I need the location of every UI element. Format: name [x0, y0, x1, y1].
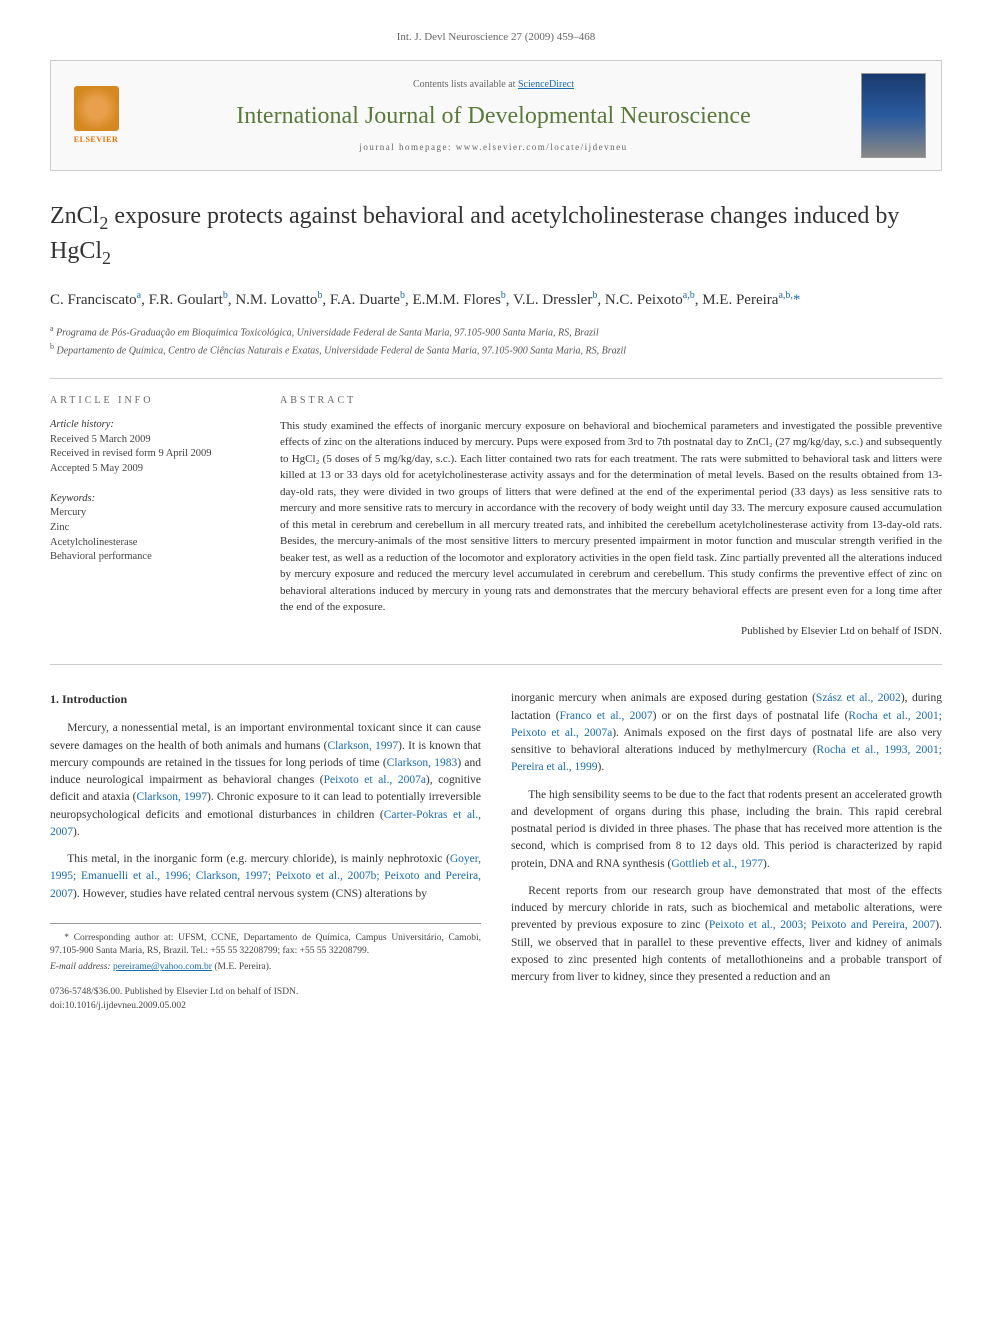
citation-link[interactable]: Clarkson, 1997: [328, 740, 399, 752]
citation-link[interactable]: Peixoto et al., 2003; Peixoto and Pereir…: [709, 919, 935, 931]
citation-link[interactable]: Szász et al., 2002: [816, 692, 901, 704]
running-header: Int. J. Devl Neuroscience 27 (2009) 459–…: [50, 30, 942, 45]
contents-prefix: Contents lists available at: [413, 79, 518, 90]
intro-heading: 1. Introduction: [50, 690, 481, 708]
text: ). However, studies have related central…: [73, 888, 427, 900]
banner-center: Contents lists available at ScienceDirec…: [141, 78, 846, 154]
email-line: E-mail address: pereirame@yahoo.com.br (…: [50, 961, 481, 974]
left-column: 1. Introduction Mercury, a nonessential …: [50, 690, 481, 1013]
text: ).: [763, 858, 770, 870]
elsevier-tree-icon: [74, 86, 119, 131]
author-aff: a,b: [683, 290, 695, 301]
keyword: Acetylcholinesterase: [50, 536, 250, 551]
email-link[interactable]: pereirame@yahoo.com.br: [113, 962, 212, 972]
copyright-doi: 0736-5748/$36.00. Published by Elsevier …: [50, 985, 481, 1014]
affiliation-b: b Departamento de Química, Centro de Ciê…: [50, 341, 942, 358]
intro-p5: Recent reports from our research group h…: [511, 883, 942, 987]
homepage-prefix: journal homepage:: [359, 142, 455, 152]
sciencedirect-link[interactable]: ScienceDirect: [518, 79, 574, 90]
citation-link[interactable]: Clarkson, 1983: [387, 757, 458, 769]
author-aff: b: [400, 290, 405, 301]
abstract-block: ABSTRACT This study examined the effects…: [280, 394, 942, 639]
info-abstract-row: ARTICLE INFO Article history: Received 5…: [50, 394, 942, 639]
intro-p1: Mercury, a nonessential metal, is an imp…: [50, 720, 481, 841]
publisher-note: Published by Elsevier Ltd on behalf of I…: [280, 624, 942, 639]
homepage-line: journal homepage: www.elsevier.com/locat…: [141, 141, 846, 154]
divider: [50, 664, 942, 665]
intro-p4: The high sensibility seems to be due to …: [511, 787, 942, 873]
email-label: E-mail address:: [50, 962, 111, 972]
citation-link[interactable]: Gottlieb et al., 1977: [671, 858, 763, 870]
body-columns: 1. Introduction Mercury, a nonessential …: [50, 690, 942, 1013]
article-title: ZnCl2 exposure protects against behavior…: [50, 201, 942, 269]
title-part2: exposure protects against behavioral and…: [50, 203, 899, 263]
author-aff: b: [592, 290, 597, 301]
text: ).: [598, 761, 605, 773]
abstract-text: This study examined the effects of inorg…: [280, 418, 942, 616]
copyright-line: 0736-5748/$36.00. Published by Elsevier …: [50, 985, 481, 999]
received-date: Received 5 March 2009: [50, 433, 250, 448]
article-info-block: ARTICLE INFO Article history: Received 5…: [50, 394, 250, 639]
citation-link[interactable]: Franco et al., 2007: [560, 710, 653, 722]
keywords-label: Keywords:: [50, 492, 250, 507]
corresponding-author: * Corresponding author at: UFSM, CCNE, D…: [50, 932, 481, 959]
corresponding-asterisk: *: [793, 292, 801, 308]
title-sub1: 2: [99, 213, 108, 233]
homepage-url: www.elsevier.com/locate/ijdevneu: [456, 142, 628, 152]
intro-p2: This metal, in the inorganic form (e.g. …: [50, 851, 481, 903]
text: inorganic mercury when animals are expos…: [511, 692, 816, 704]
author-aff: a,b,: [778, 290, 792, 301]
author-aff: b: [501, 290, 506, 301]
author-aff: b: [317, 290, 322, 301]
contents-list-line: Contents lists available at ScienceDirec…: [141, 78, 846, 92]
affiliation-a: a Programa de Pós-Graduação em Bioquímic…: [50, 323, 942, 340]
title-sub2: 2: [102, 247, 111, 267]
elsevier-label: ELSEVIER: [74, 134, 118, 145]
abstract-heading: ABSTRACT: [280, 394, 942, 408]
journal-name: International Journal of Developmental N…: [141, 100, 846, 134]
title-part1: ZnCl: [50, 203, 99, 229]
article-history: Article history: Received 5 March 2009 R…: [50, 418, 250, 477]
author-aff: a: [137, 290, 141, 301]
affiliation-b-text: Departamento de Química, Centro de Ciênc…: [57, 345, 627, 356]
text: ) or on the first days of postnatal life…: [653, 710, 849, 722]
text: ).: [73, 826, 80, 838]
journal-banner: ELSEVIER Contents lists available at Sci…: [50, 60, 942, 171]
journal-cover-thumbnail: [861, 73, 926, 158]
accepted-date: Accepted 5 May 2009: [50, 462, 250, 477]
affiliation-a-text: Programa de Pós-Graduação em Bioquímica …: [56, 328, 599, 339]
revised-date: Received in revised form 9 April 2009: [50, 447, 250, 462]
email-suffix: (M.E. Pereira).: [214, 962, 271, 972]
right-column: inorganic mercury when animals are expos…: [511, 690, 942, 1013]
intro-p3: inorganic mercury when animals are expos…: [511, 690, 942, 776]
keywords-section: Keywords: Mercury Zinc Acetylcholinester…: [50, 492, 250, 565]
citation-link[interactable]: Clarkson, 1997: [137, 791, 208, 803]
authors-line: C. Franciscatoa, F.R. Goulartb, N.M. Lov…: [50, 288, 942, 312]
text: This metal, in the inorganic form (e.g. …: [67, 853, 450, 865]
article-info-heading: ARTICLE INFO: [50, 394, 250, 408]
affiliations-block: a Programa de Pós-Graduação em Bioquímic…: [50, 323, 942, 358]
keyword: Behavioral performance: [50, 550, 250, 565]
footnote-block: * Corresponding author at: UFSM, CCNE, D…: [50, 923, 481, 975]
doi-line: doi:10.1016/j.ijdevneu.2009.05.002: [50, 999, 481, 1013]
keyword: Mercury: [50, 506, 250, 521]
elsevier-logo: ELSEVIER: [66, 83, 126, 148]
divider: [50, 378, 942, 379]
history-label: Article history:: [50, 418, 250, 433]
citation-link[interactable]: Peixoto et al., 2007a: [324, 774, 426, 786]
keyword: Zinc: [50, 521, 250, 536]
author-aff: b: [223, 290, 228, 301]
